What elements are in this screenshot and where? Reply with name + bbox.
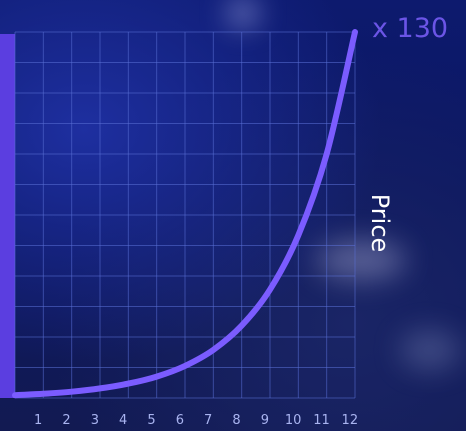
x-tick-label: 10	[285, 413, 302, 428]
x-tick-label: 12	[342, 413, 359, 428]
x-tick-label: 9	[261, 413, 269, 428]
grid	[14, 31, 356, 399]
x-tick-label: 2	[62, 413, 70, 428]
y-axis-label: Price	[366, 194, 394, 253]
x-tick-label: 3	[91, 413, 99, 428]
x-tick-label: 11	[313, 413, 330, 428]
left-bar	[0, 34, 15, 398]
x-tick-label: 8	[232, 413, 240, 428]
series-line	[12, 29, 358, 399]
x-tick-label: 4	[119, 413, 127, 428]
multiplier-label: x 130	[372, 13, 448, 44]
x-tick-label: 5	[147, 413, 155, 428]
x-tick-label: 6	[176, 413, 184, 428]
x-tick-label: 1	[34, 413, 42, 428]
x-tick-label: 7	[204, 413, 212, 428]
x-axis-ticks: 1 2 3 4 5 6 7 8 9 10 11 12	[34, 413, 358, 428]
